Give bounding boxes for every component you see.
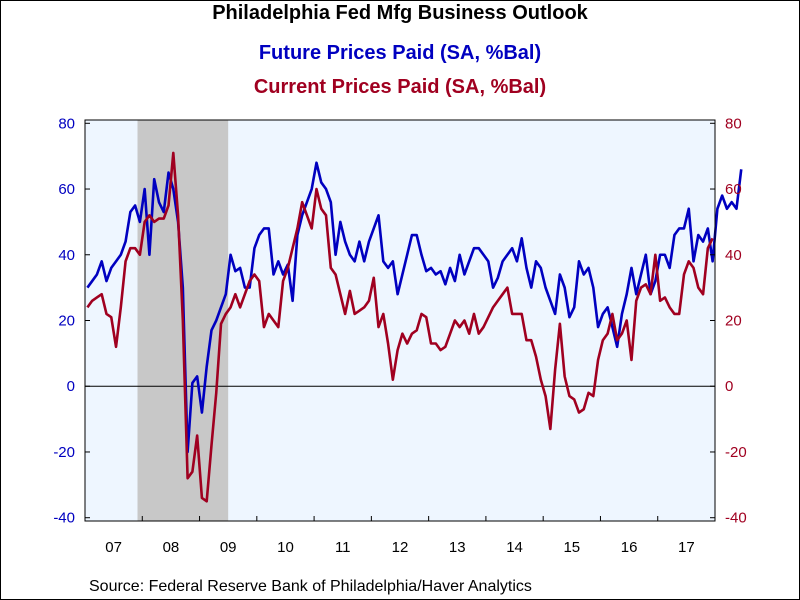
source-note: Source: Federal Reserve Bank of Philadel… — [89, 578, 532, 595]
x-tick-label: 10 — [277, 539, 294, 556]
chart-title: Philadelphia Fed Mfg Business Outlook — [212, 2, 588, 24]
current-prices-line — [86, 151, 714, 503]
y-left-tick-label: -40 — [53, 510, 75, 527]
x-tick-label: 07 — [105, 539, 122, 556]
y-right-tick-label: 80 — [725, 115, 742, 132]
x-tick-label: 11 — [335, 539, 351, 556]
y-right-tick-label: -20 — [725, 444, 747, 461]
y-right-tick-label: 20 — [725, 313, 742, 330]
current-prices-subtitle: Current Prices Paid (SA, %Bal) — [253, 76, 547, 98]
y-right-tick-label: 0 — [725, 378, 733, 395]
x-tick-label: 13 — [449, 539, 466, 556]
y-right-tick-label: 40 — [725, 247, 742, 264]
x-tick-label: 16 — [621, 539, 638, 556]
x-tick-label: 08 — [163, 539, 180, 556]
future-prices-line — [86, 161, 743, 454]
x-tick-label: 12 — [392, 539, 409, 556]
x-tick-label: 17 — [678, 539, 695, 556]
x-tick-label: 15 — [563, 539, 580, 556]
future-prices-subtitle: Future Prices Paid (SA, %Bal) — [258, 42, 542, 64]
y-left-tick-label: 60 — [58, 181, 75, 198]
y-right-tick-label: -40 — [725, 510, 747, 527]
y-left-tick-label: 0 — [67, 378, 75, 395]
y-left-tick-label: -20 — [53, 444, 75, 461]
x-tick-label: 09 — [220, 539, 237, 556]
y-right-tick-label: 60 — [725, 181, 742, 198]
y-left-tick-label: 20 — [58, 313, 75, 330]
x-tick-label: 14 — [506, 539, 523, 556]
y-left-tick-label: 40 — [58, 247, 75, 264]
y-left-tick-label: 80 — [58, 115, 75, 132]
